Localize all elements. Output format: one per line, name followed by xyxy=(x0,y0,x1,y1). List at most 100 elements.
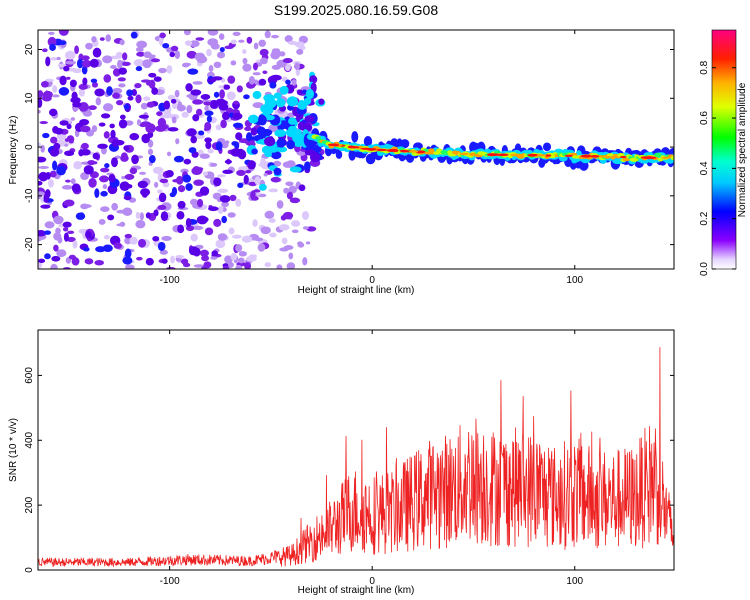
spectral-blob xyxy=(197,198,204,208)
spectral-blob xyxy=(53,244,59,252)
spectral-blob xyxy=(95,97,101,106)
spectral-blob xyxy=(318,98,325,105)
spectral-blob xyxy=(70,275,75,284)
spectral-blob xyxy=(242,63,252,72)
spectral-blob xyxy=(190,233,198,242)
spectral-blob xyxy=(110,157,119,168)
spectral-blob xyxy=(91,81,99,88)
spectral-blob xyxy=(408,150,419,153)
spectral-blob xyxy=(88,177,97,188)
spectral-blob xyxy=(158,124,169,130)
spectral-blob xyxy=(218,33,225,41)
spectrogram-frame xyxy=(37,29,675,270)
spectral-blob xyxy=(219,195,231,203)
spectral-blob xyxy=(248,75,255,85)
spectral-blob xyxy=(180,278,191,286)
spectral-blob xyxy=(276,200,284,209)
spectral-blob xyxy=(469,152,476,156)
spectral-blob xyxy=(360,147,372,150)
spectral-blob xyxy=(246,36,253,44)
spectrogram-y-tick-label: -20 xyxy=(24,237,35,252)
spectral-blob xyxy=(174,89,180,98)
spectral-blob xyxy=(175,138,180,145)
spectral-blob xyxy=(159,32,166,39)
spectral-blob xyxy=(82,77,88,86)
spectral-blob xyxy=(163,100,171,110)
spectral-blob xyxy=(250,127,258,136)
spectral-blob xyxy=(252,219,258,227)
spectral-blob xyxy=(63,199,75,207)
spectral-blob xyxy=(564,154,573,157)
spectral-blob xyxy=(100,190,108,197)
spectral-blob xyxy=(38,261,43,269)
spectral-blob xyxy=(157,20,166,26)
spectral-blob xyxy=(288,117,297,125)
spectral-blob xyxy=(169,51,176,58)
spectral-blob xyxy=(259,48,269,57)
snr-y-ticks: 0 200 400 600 xyxy=(24,367,674,573)
snr-frame xyxy=(37,329,675,571)
spectral-blob xyxy=(237,182,244,188)
spectral-blob xyxy=(510,153,522,157)
snr-x-tick-label: 0 xyxy=(369,576,375,587)
spectral-blob xyxy=(213,177,222,187)
spectral-blob xyxy=(166,151,172,157)
spectral-blob xyxy=(264,151,272,158)
colorbar-tick-label: 0.2 xyxy=(699,211,710,225)
spectral-blob xyxy=(81,65,88,75)
spectral-blob xyxy=(534,154,547,157)
spectral-blob xyxy=(428,148,435,152)
spectral-blob xyxy=(186,128,197,137)
spectral-blob xyxy=(276,264,283,269)
spectral-blob xyxy=(252,62,258,71)
spectral-blob xyxy=(142,59,152,69)
spectral-blob xyxy=(38,258,46,264)
spectral-blob xyxy=(302,226,309,230)
spectral-blob xyxy=(223,84,231,90)
spectral-blob xyxy=(200,216,209,223)
spectral-blob xyxy=(230,252,238,261)
spectral-blob xyxy=(195,108,203,116)
spectral-blob xyxy=(171,102,178,110)
spectral-blob xyxy=(222,169,233,174)
spectral-blob xyxy=(285,79,291,85)
spectral-blob xyxy=(41,95,52,102)
spectral-blob xyxy=(251,148,258,155)
spectral-blob xyxy=(53,215,64,225)
spectral-blob xyxy=(44,253,51,260)
spectral-blob xyxy=(84,258,94,265)
spectral-blob xyxy=(102,244,113,253)
spectral-blob xyxy=(157,189,163,194)
spectral-blob xyxy=(230,60,237,66)
spectral-blob xyxy=(62,221,72,228)
spectral-blob xyxy=(242,57,248,65)
spectral-blob xyxy=(133,59,145,67)
spectral-blob xyxy=(275,98,286,108)
spectral-blob xyxy=(129,236,138,245)
spectral-blob xyxy=(190,89,202,96)
spectral-blob xyxy=(130,31,138,39)
spectral-blob xyxy=(622,158,631,162)
spectral-blob xyxy=(301,156,307,161)
spectral-blob xyxy=(247,160,256,170)
spectral-blob xyxy=(193,264,205,268)
spectral-blob xyxy=(271,48,280,55)
spectral-blob xyxy=(314,136,322,140)
spectral-blob xyxy=(101,113,111,119)
spectral-blob xyxy=(145,257,154,266)
spectral-blob xyxy=(83,165,94,175)
spectral-blob xyxy=(63,65,70,72)
spectral-blob xyxy=(38,181,43,186)
spectral-blob xyxy=(181,62,190,68)
spectral-blob xyxy=(269,81,277,89)
spectral-blob xyxy=(305,241,311,245)
spectrogram-heatmap xyxy=(38,20,674,286)
spectral-blob xyxy=(113,242,122,249)
spectral-blob xyxy=(66,123,72,130)
spectral-blob xyxy=(629,157,639,162)
spectral-blob xyxy=(301,210,310,220)
spectral-blob xyxy=(279,51,286,57)
spectral-blob xyxy=(278,224,290,231)
spectral-blob xyxy=(100,167,110,173)
